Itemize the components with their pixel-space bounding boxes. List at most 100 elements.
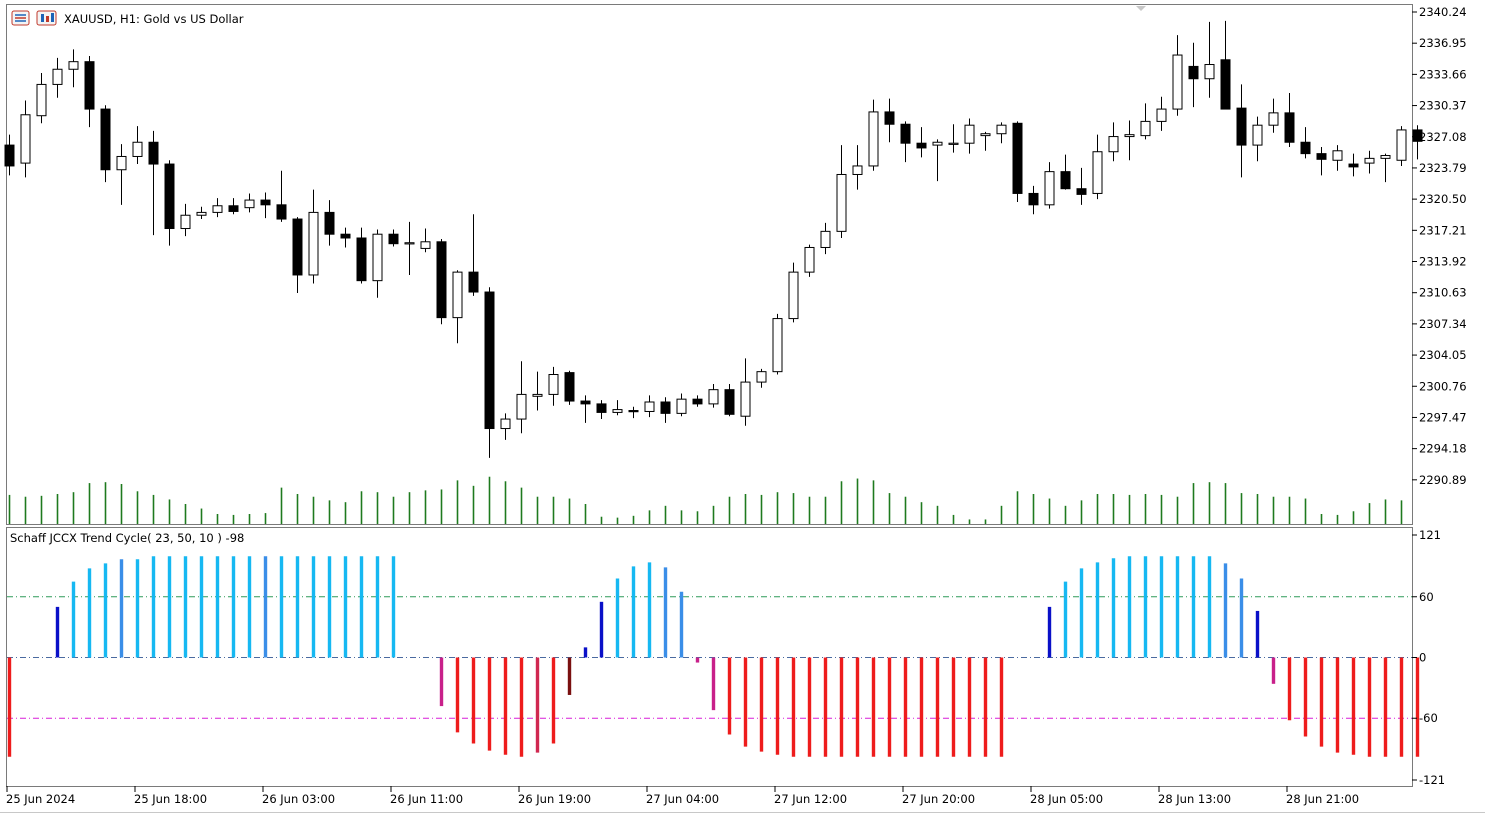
candle-body-bull: [1044, 171, 1055, 206]
candle: [1092, 134, 1103, 200]
candle-body-bull: [756, 371, 767, 383]
candle-body-bull: [1140, 120, 1151, 137]
candle-body-bull: [532, 393, 543, 397]
price-tick-label: 2336.95: [1419, 36, 1467, 50]
candle: [564, 370, 575, 405]
candle: [372, 229, 383, 298]
candle: [292, 217, 303, 293]
candle-body-bear: [900, 123, 911, 144]
candle: [1284, 92, 1295, 147]
time-tick-label: 25 Jun 2024: [6, 792, 75, 806]
candle-body-bear: [1220, 59, 1231, 110]
candle-body-bear: [436, 241, 447, 319]
candle-body-bear: [1076, 188, 1087, 195]
candle-body-bull: [804, 246, 815, 273]
time-tick-label: 28 Jun 21:00: [1286, 792, 1359, 806]
candle-body-bull: [868, 111, 879, 167]
candle: [1348, 153, 1359, 177]
window-icon[interactable]: [11, 10, 30, 26]
candle-body-bull: [548, 374, 559, 395]
candle: [1124, 120, 1135, 161]
candle-body-bear: [628, 410, 639, 413]
candle: [900, 121, 911, 163]
candle-body-bull: [212, 205, 223, 213]
time-tick-label: 27 Jun 04:00: [646, 792, 719, 806]
indicator-tick-label: 121: [1419, 528, 1441, 542]
time-tick-label: 28 Jun 13:00: [1158, 792, 1231, 806]
chart-type-icon[interactable]: [36, 10, 57, 26]
candle: [804, 244, 815, 277]
candle: [548, 366, 559, 406]
main-pane-frame: [6, 4, 1413, 525]
candle: [308, 189, 319, 284]
candle: [1220, 20, 1231, 110]
candle: [100, 105, 111, 183]
candle: [708, 383, 719, 408]
time-tick-label: 26 Jun 19:00: [518, 792, 591, 806]
candle-body-bear: [4, 144, 15, 167]
candle: [356, 227, 367, 284]
candle: [868, 99, 879, 171]
candle: [676, 393, 687, 417]
candle-body-bull: [676, 398, 687, 414]
candle-body-bull: [68, 61, 79, 70]
candle-body-bull: [852, 165, 863, 175]
candle: [836, 145, 847, 238]
candle-body-bull: [772, 318, 783, 373]
candle: [884, 98, 895, 143]
candle-body-bear: [324, 211, 335, 235]
candle: [1156, 96, 1167, 131]
time-tick-label: 27 Jun 20:00: [902, 792, 975, 806]
candle-body-bear: [660, 401, 671, 414]
candle: [132, 126, 143, 165]
candle-body-bear: [388, 233, 399, 245]
candle-body-bull: [996, 124, 1007, 135]
candle-body-bull: [1092, 151, 1103, 194]
candle-body-bull: [1204, 64, 1215, 80]
candle: [148, 130, 159, 236]
candle: [1204, 21, 1215, 98]
candle-body-bear: [276, 204, 287, 220]
candle: [1332, 145, 1343, 171]
candle-body-bear: [1060, 171, 1071, 190]
candle-body-bull: [612, 409, 623, 413]
candle: [36, 73, 47, 124]
candle-body-bull: [1268, 112, 1279, 126]
candle: [52, 57, 63, 98]
candle-body-bear: [1316, 153, 1327, 160]
candle-body-bull: [52, 68, 63, 85]
candle-body-bull: [1380, 155, 1391, 159]
candle-body-bear: [340, 233, 351, 239]
candle: [852, 145, 863, 190]
candle: [212, 198, 223, 218]
candle-body-bull: [1364, 157, 1375, 164]
candle: [20, 100, 31, 178]
candle-body-bull: [308, 211, 319, 276]
candle-body-bull: [516, 393, 527, 420]
candle: [1252, 116, 1263, 162]
candle-body-bear: [228, 205, 239, 212]
candle: [404, 221, 415, 275]
candle-body-bull: [708, 389, 719, 405]
price-tick-label: 2327.08: [1419, 130, 1467, 144]
candle: [276, 170, 287, 222]
candle: [1316, 146, 1327, 176]
indicator-tick-label: 0: [1419, 651, 1426, 665]
candle: [260, 192, 271, 219]
symbol-title: XAUUSD, H1: Gold vs US Dollar: [64, 12, 244, 26]
candle-body-bull: [836, 173, 847, 232]
candle: [740, 358, 751, 426]
candle: [164, 160, 175, 246]
candle: [724, 383, 735, 417]
candle-body-bull: [1252, 124, 1263, 146]
chart-shift-marker[interactable]: [1136, 6, 1146, 11]
candle: [580, 395, 591, 423]
candle: [1044, 162, 1055, 209]
candle-body-bear: [1284, 112, 1295, 143]
candle-body-bear: [1012, 122, 1023, 194]
indicator-tick-label: -60: [1419, 711, 1438, 725]
time-axis: 25 Jun 2024 25 Jun 18:00 26 Jun 03:00 26 Ju…: [6, 786, 1359, 806]
time-tick-label: 26 Jun 03:00: [262, 792, 335, 806]
candle-body-bull: [20, 114, 31, 164]
